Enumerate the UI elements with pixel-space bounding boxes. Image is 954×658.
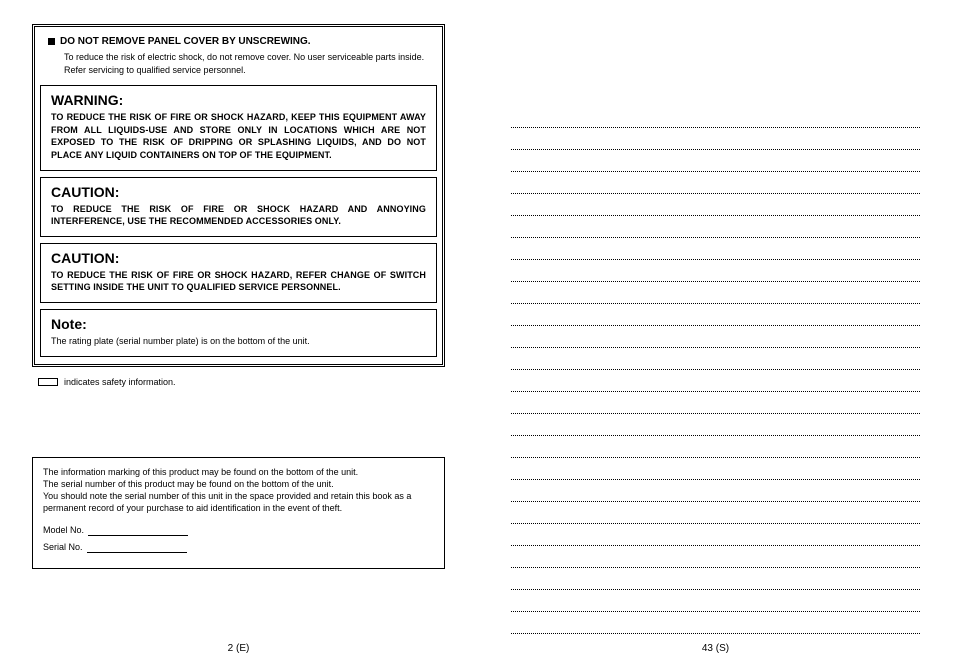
notes-lines-area (511, 24, 920, 634)
product-info-box: The information marking of this product … (32, 457, 445, 570)
note-line (511, 392, 920, 414)
outer-safety-frame: DO NOT REMOVE PANEL COVER BY UNSCREWING.… (32, 24, 445, 367)
note-line (511, 106, 920, 128)
warning-box: WARNING: TO REDUCE THE RISK OF FIRE OR S… (40, 85, 437, 170)
caution1-title: CAUTION: (51, 184, 426, 200)
note-line (511, 282, 920, 304)
info-line-1: The information marking of this product … (43, 466, 434, 478)
model-label: Model No. (43, 524, 84, 536)
note-line (511, 502, 920, 524)
note-line (511, 436, 920, 458)
note-line (511, 546, 920, 568)
note-line (511, 590, 920, 612)
caution2-body: TO REDUCE THE RISK OF FIRE OR SHOCK HAZA… (51, 269, 426, 294)
bullet-heading-row: DO NOT REMOVE PANEL COVER BY UNSCREWING. (48, 36, 429, 47)
note-line (511, 172, 920, 194)
caution2-title: CAUTION: (51, 250, 426, 266)
caution1-body: TO REDUCE THE RISK OF FIRE OR SHOCK HAZA… (51, 203, 426, 228)
note-box: Note: The rating plate (serial number pl… (40, 309, 437, 357)
safety-box-icon (38, 378, 58, 386)
note-line (511, 194, 920, 216)
left-page: DO NOT REMOVE PANEL COVER BY UNSCREWING.… (0, 0, 477, 658)
panel-cover-block: DO NOT REMOVE PANEL COVER BY UNSCREWING.… (36, 28, 441, 85)
square-bullet-icon (48, 38, 55, 45)
info-line-2: The serial number of this product may be… (43, 478, 434, 490)
note-line (511, 238, 920, 260)
bullet-heading-text: DO NOT REMOVE PANEL COVER BY UNSCREWING. (60, 36, 311, 47)
sub-text-2: Refer servicing to qualified service per… (48, 64, 429, 76)
note-line (511, 612, 920, 634)
note-line (511, 348, 920, 370)
note-line (511, 150, 920, 172)
model-serial-block: Model No. Serial No. (43, 524, 434, 553)
warning-title: WARNING: (51, 92, 426, 108)
note-line (511, 414, 920, 436)
note-body: The rating plate (serial number plate) i… (51, 335, 426, 348)
right-page-number: 43 (S) (477, 643, 954, 654)
sub-text-1: To reduce the risk of electric shock, do… (48, 51, 429, 63)
right-page: 43 (S) (477, 0, 954, 658)
note-line (511, 524, 920, 546)
info-line-3: You should note the serial number of thi… (43, 490, 434, 514)
note-line (511, 216, 920, 238)
model-blank-line (88, 527, 188, 536)
left-page-number: 2 (E) (0, 643, 477, 654)
note-line (511, 458, 920, 480)
note-line (511, 128, 920, 150)
note-line (511, 304, 920, 326)
safety-text: indicates safety information. (64, 377, 176, 387)
serial-blank-line (87, 544, 187, 553)
serial-label: Serial No. (43, 541, 83, 553)
note-line (511, 480, 920, 502)
note-title: Note: (51, 316, 426, 332)
note-line (511, 568, 920, 590)
model-row: Model No. (43, 524, 434, 536)
serial-row: Serial No. (43, 541, 434, 553)
note-line (511, 260, 920, 282)
note-line (511, 370, 920, 392)
warning-body: TO REDUCE THE RISK OF FIRE OR SHOCK HAZA… (51, 111, 426, 161)
safety-indicator-line: indicates safety information. (38, 377, 445, 387)
caution-box-1: CAUTION: TO REDUCE THE RISK OF FIRE OR S… (40, 177, 437, 237)
caution-box-2: CAUTION: TO REDUCE THE RISK OF FIRE OR S… (40, 243, 437, 303)
note-line (511, 326, 920, 348)
